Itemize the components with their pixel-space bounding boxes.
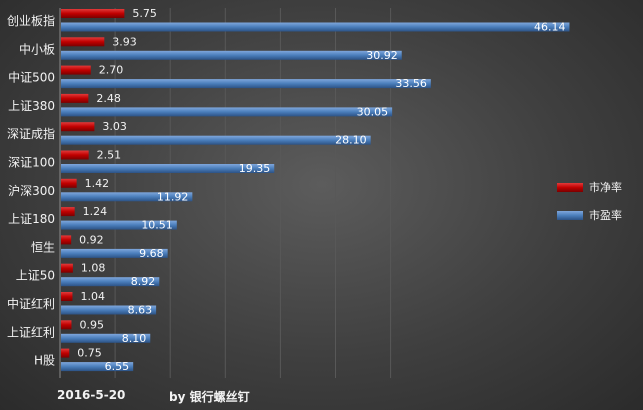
data-label: 8.63 [128, 304, 153, 317]
data-label: 1.04 [80, 290, 105, 303]
data-label: 0.75 [77, 347, 102, 360]
data-label: 3.93 [112, 35, 136, 48]
category-label: 深证成指 [7, 126, 55, 141]
bar-市盈率 [61, 277, 160, 287]
data-label: 3.03 [102, 120, 127, 133]
data-label: 1.42 [85, 177, 110, 190]
category-label: 沪深300 [8, 184, 55, 198]
category-label: 中小板 [19, 41, 55, 56]
data-label: 33.56 [395, 77, 427, 90]
category-label: H股 [34, 354, 55, 368]
bar-市净率 [61, 235, 72, 245]
category-label: 中证500 [8, 70, 55, 85]
category-label: 上证180 [8, 212, 55, 226]
data-label: 0.95 [79, 318, 104, 331]
bar-市净率 [61, 150, 89, 160]
data-label: 46.14 [534, 21, 566, 34]
bar-市盈率 [61, 50, 402, 60]
date-label: 2016-5-20 [57, 388, 126, 402]
bar-市盈率 [61, 107, 393, 117]
bar-市净率 [61, 348, 70, 358]
credit-label: by 银行螺丝钉 [169, 390, 250, 404]
bar-市净率 [61, 263, 73, 273]
bar-市盈率 [61, 305, 157, 315]
data-label: 28.10 [335, 134, 367, 147]
bar-市净率 [61, 292, 73, 301]
legend-entry: 市净率 [589, 180, 622, 194]
bar-市净率 [61, 320, 72, 330]
category-label: 深证100 [8, 156, 55, 170]
category-label: 上证红利 [7, 324, 55, 339]
data-label: 0.92 [79, 233, 104, 246]
bar-市净率 [61, 178, 77, 188]
data-label: 10.51 [141, 219, 173, 232]
legend-entry: 市盈率 [589, 208, 622, 222]
legend-swatch [557, 211, 583, 220]
bar-市净率 [61, 93, 89, 103]
bar-市盈率 [61, 192, 193, 202]
category-label: 恒生 [31, 240, 55, 254]
data-label: 11.92 [157, 190, 189, 203]
data-label: 30.05 [357, 105, 389, 118]
bar-市盈率 [61, 248, 168, 258]
category-label: 中证红利 [7, 296, 55, 311]
data-label: 6.55 [105, 360, 130, 373]
gridlines [114, 8, 392, 378]
data-label: 9.68 [139, 247, 164, 260]
category-label: 上证50 [16, 269, 55, 283]
category-label: 上证380 [8, 99, 55, 113]
data-label: 30.92 [366, 49, 398, 62]
bars: 5.75 46.14 3.93 30.92 2.70 33.56 2.48 30.05 3.03… [61, 7, 570, 373]
data-label: 8.10 [122, 332, 147, 345]
data-label: 2.48 [96, 92, 121, 105]
bar-市盈率 [61, 362, 134, 372]
bar-市净率 [61, 9, 125, 18]
data-label: 5.75 [132, 7, 157, 20]
data-label: 2.70 [99, 64, 124, 77]
category-label: 创业板指 [7, 13, 55, 28]
bar-市盈率 [61, 79, 431, 89]
bar-市净率 [61, 65, 91, 75]
bar-市盈率 [61, 135, 371, 145]
data-label: 1.24 [83, 205, 108, 218]
bar-市净率 [61, 122, 95, 132]
data-label: 1.08 [81, 262, 106, 275]
bar-市盈率 [61, 220, 177, 230]
bar-市盈率 [61, 164, 275, 173]
data-label: 2.51 [97, 149, 122, 162]
legend-swatch [557, 183, 583, 192]
data-label: 8.92 [131, 275, 156, 288]
data-label: 19.35 [239, 162, 271, 175]
bar-市盈率 [61, 22, 570, 32]
bar-市盈率 [61, 333, 151, 343]
bar-市净率 [61, 207, 75, 217]
bar-市净率 [61, 37, 105, 47]
